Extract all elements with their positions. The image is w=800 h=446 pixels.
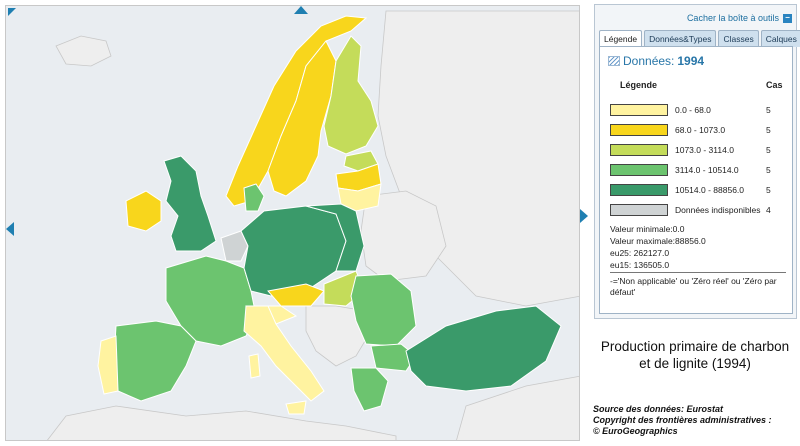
tab-legende[interactable]: Légende xyxy=(599,30,643,47)
collapse-icon[interactable]: − xyxy=(783,13,792,23)
country-italy[interactable] xyxy=(243,305,325,402)
legend-swatch xyxy=(610,184,668,196)
source-line2: Copyright des frontières administratives… xyxy=(593,415,772,425)
legend-count: 5 xyxy=(766,125,771,135)
legend-swatch xyxy=(610,124,668,136)
country-uk[interactable] xyxy=(163,155,217,252)
legend-header: Légende xyxy=(620,80,658,90)
legend-swatch xyxy=(610,204,668,216)
toolbox-panel: Cacher la boîte à outils − Légende Donné… xyxy=(594,4,800,319)
legend-swatch xyxy=(610,144,668,156)
country-sardinia[interactable] xyxy=(248,353,261,379)
country-iceland[interactable] xyxy=(55,35,112,67)
legend-swatch xyxy=(610,104,668,116)
legend-count: 5 xyxy=(766,105,771,115)
legend-class-row: 10514.0 - 88856.0 5 xyxy=(600,183,794,199)
tab-classes[interactable]: Classes xyxy=(718,30,759,47)
map-title-line1: Production primaire de charbon xyxy=(600,339,790,354)
hide-toolbox-control[interactable]: Cacher la boîte à outils − xyxy=(687,13,792,23)
country-germany[interactable] xyxy=(240,205,347,297)
legend-class-row: 0.0 - 68.0 5 xyxy=(600,103,794,119)
legend-count: 5 xyxy=(766,165,771,175)
data-title: Données: 1994 xyxy=(608,54,704,68)
count-header: Cas xyxy=(766,80,783,90)
source-line1: Source des données: Eurostat xyxy=(593,404,724,414)
country-turkey[interactable] xyxy=(405,305,562,392)
country-czech[interactable] xyxy=(267,283,325,307)
legend-note: -='Non applicable' ou 'Zéro réel' ou 'Zé… xyxy=(610,276,777,297)
eu25-value: eu25: 262127.0 xyxy=(610,248,670,258)
legend-class-row: 68.0 - 1073.0 5 xyxy=(600,123,794,139)
hatch-icon xyxy=(608,56,620,66)
country-denmark[interactable] xyxy=(243,183,265,212)
country-balkans[interactable] xyxy=(305,305,369,367)
legend-class-row: 3114.0 - 10514.0 5 xyxy=(600,163,794,179)
map-viewport[interactable] xyxy=(5,5,580,441)
country-greece[interactable] xyxy=(350,367,389,412)
data-prefix: Données: xyxy=(623,54,675,68)
legend-range: 0.0 - 68.0 xyxy=(675,105,711,115)
legend-range: Données indisponibles xyxy=(675,205,761,215)
pan-up-arrow-icon[interactable] xyxy=(294,6,308,14)
legend-class-row: 1073.0 - 3114.0 5 xyxy=(600,143,794,159)
country-portugal[interactable] xyxy=(97,335,119,395)
eu15-value: eu15: 136505.0 xyxy=(610,260,670,270)
source-credits: Source des données: Eurostat Copyright d… xyxy=(593,404,800,437)
legend-range: 3114.0 - 10514.0 xyxy=(675,165,739,175)
legend-unavailable-row: Données indisponibles 4 xyxy=(600,203,794,219)
legend-count: 5 xyxy=(766,145,771,155)
tab-calques[interactable]: Calques xyxy=(760,30,800,47)
map-title: Production primaire de charbon et de lig… xyxy=(590,338,800,372)
legend-count: 5 xyxy=(766,185,771,195)
tab-donnees-types[interactable]: Données&Types xyxy=(644,30,717,47)
europe-choropleth-map[interactable] xyxy=(6,6,580,441)
legend-count: 4 xyxy=(766,205,771,215)
country-sicily[interactable] xyxy=(285,400,307,415)
toolbox-tabs: Légende Données&Types Classes Calques xyxy=(599,30,800,47)
country-finland[interactable] xyxy=(323,35,379,155)
legend-swatch xyxy=(610,164,668,176)
pan-right-arrow-icon[interactable] xyxy=(580,209,588,223)
country-middle-east[interactable] xyxy=(456,375,580,441)
min-value: Valeur minimale:0.0 xyxy=(610,224,685,234)
hide-toolbox-label[interactable]: Cacher la boîte à outils xyxy=(686,13,779,23)
legend-range: 1073.0 - 3114.0 xyxy=(675,145,734,155)
country-norway[interactable] xyxy=(225,15,368,207)
legend-range: 68.0 - 1073.0 xyxy=(675,125,726,135)
legend-range: 10514.0 - 88856.0 xyxy=(675,185,745,195)
source-line3: © EuroGeographics xyxy=(593,426,678,436)
country-ireland[interactable] xyxy=(125,190,162,232)
max-value: Valeur maximale:88856.0 xyxy=(610,236,706,246)
map-title-line2: et de lignite (1994) xyxy=(639,356,751,371)
pan-top-left-arrow-icon[interactable] xyxy=(8,8,16,16)
legend-divider xyxy=(610,272,786,273)
data-year: 1994 xyxy=(677,54,705,68)
pan-left-arrow-icon[interactable] xyxy=(6,222,14,236)
legend-content: Données: 1994 Légende Cas 0.0 - 68.0 5 68… xyxy=(599,46,793,314)
country-north-africa[interactable] xyxy=(46,405,397,441)
country-benelux[interactable] xyxy=(220,230,249,262)
